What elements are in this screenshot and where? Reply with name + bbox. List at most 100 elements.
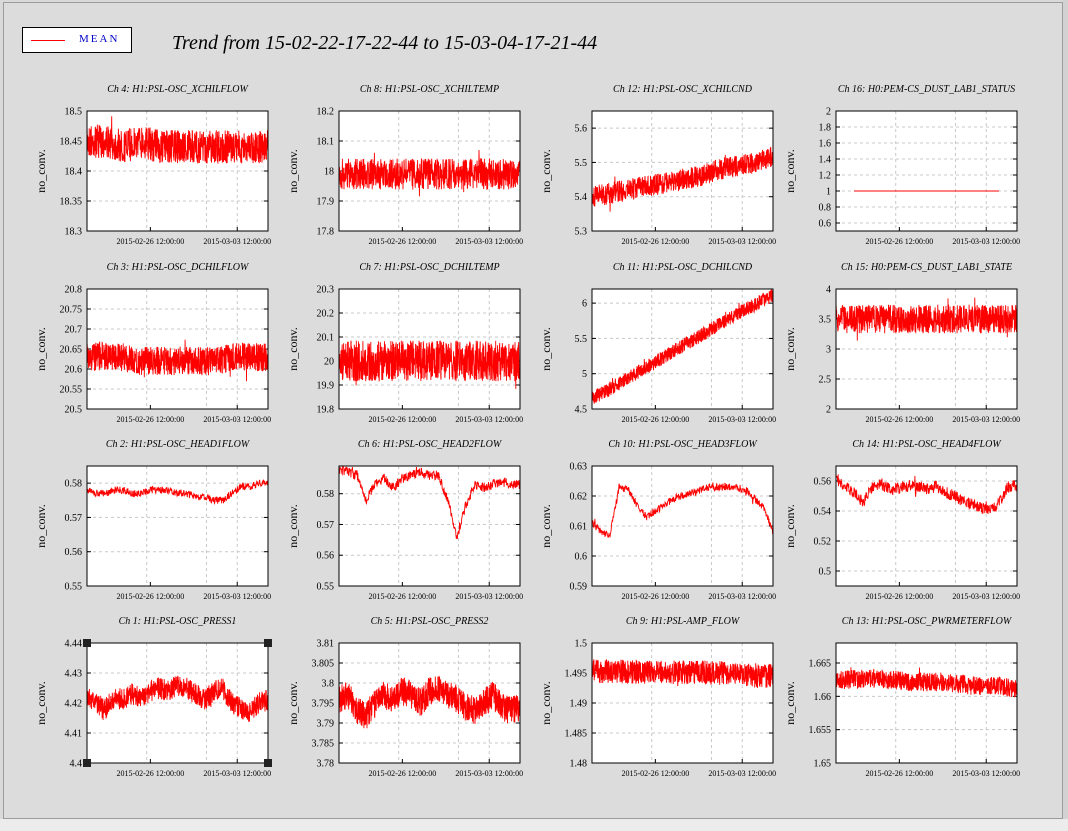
y-axis-label: no_conv.	[539, 149, 553, 193]
series-line	[86, 339, 269, 382]
x-tick-label: 2015-03-03 12:00:00	[708, 415, 776, 424]
y-tick-label: 1.5	[575, 639, 588, 650]
y-tick-label: 0.59	[570, 582, 588, 593]
chart-13: 4.44 4.43 4.42 4.41 4.4 2015-02-26 12:00:00 20…	[34, 616, 271, 778]
chart-7: 6 5.5 5 4.5 2015-02-26 12:00:00 2015-03-03 12…	[539, 262, 776, 424]
y-tick-label: 0.61	[570, 522, 588, 533]
y-axis-label: no_conv.	[34, 327, 48, 371]
window-bottom-edge	[0, 819, 1068, 831]
chart-title: Ch 10: H1:PSL-OSC_HEAD3FLOW	[608, 439, 758, 450]
plot-frame	[338, 642, 521, 764]
y-axis-label: no_conv.	[783, 327, 797, 371]
series-line	[86, 675, 269, 722]
x-tick-label: 2015-02-26 12:00:00	[116, 415, 184, 424]
y-axis-label: no_conv.	[783, 681, 797, 725]
chart-title: Ch 2: H1:PSL-OSC_HEAD1FLOW	[106, 439, 251, 450]
chart-10: 0.58 0.57 0.56 0.55 2015-02-26 12:00:00 2015-…	[286, 439, 523, 601]
y-axis-label: no_conv.	[286, 149, 300, 193]
y-axis-label: no_conv.	[783, 149, 797, 193]
x-tick-label: 2015-03-03 12:00:00	[455, 415, 523, 424]
y-axis-label: no_conv.	[286, 327, 300, 371]
y-axis-label: no_conv.	[539, 504, 553, 548]
chart-4: 2 1.8 1.6 1.4 1.2 1 0.8 0.6 2015-02-26 12:00:00 2…	[783, 84, 1020, 246]
y-tick-label: 4.42	[65, 699, 83, 710]
y-tick-label: 0.52	[814, 537, 832, 548]
series-line	[835, 297, 1018, 341]
series-line	[591, 288, 774, 404]
series-line	[835, 474, 1018, 515]
x-tick-label: 2015-02-26 12:00:00	[621, 237, 689, 246]
y-tick-label: 1.495	[565, 669, 588, 680]
x-tick-label: 2015-03-03 12:00:00	[203, 415, 271, 424]
y-tick-label: 18.5	[65, 107, 83, 118]
y-tick-label: 1.66	[814, 692, 832, 703]
y-tick-label: 5.5	[575, 334, 588, 345]
selection-handle[interactable]	[83, 639, 91, 647]
chart-8: 4 3.5 3 2.5 2 2015-02-26 12:00:00 2015-03-03 1…	[783, 262, 1020, 424]
y-axis-label: no_conv.	[34, 681, 48, 725]
chart-title: Ch 9: H1:PSL-AMP_FLOW	[626, 616, 741, 627]
y-tick-label: 2	[826, 405, 831, 416]
y-tick-label: 20	[324, 357, 334, 368]
y-tick-label: 1.48	[570, 759, 588, 770]
x-tick-label: 2015-03-03 12:00:00	[952, 415, 1020, 424]
plot-frame	[835, 288, 1018, 410]
plot-area	[87, 466, 268, 586]
y-tick-label: 19.9	[317, 381, 335, 392]
plot-frame	[591, 642, 774, 764]
y-tick-label: 6	[582, 299, 587, 310]
x-tick-label: 2015-03-03 12:00:00	[203, 769, 271, 778]
plot-frame	[86, 642, 269, 764]
chart-title: Ch 12: H1:PSL-OSC_XCHILCND	[613, 84, 753, 95]
y-tick-label: 0.57	[317, 520, 335, 531]
y-tick-label: 18	[324, 167, 334, 178]
y-tick-label: 0.56	[317, 551, 335, 562]
series-line	[591, 659, 774, 688]
series-line	[338, 340, 521, 389]
selection-handle[interactable]	[83, 759, 91, 767]
y-tick-label: 0.6	[575, 552, 588, 563]
x-tick-label: 2015-02-26 12:00:00	[865, 769, 933, 778]
y-axis-label: no_conv.	[539, 327, 553, 371]
series-line	[591, 146, 774, 212]
y-axis-label: no_conv.	[783, 504, 797, 548]
y-tick-label: 4.41	[65, 729, 83, 740]
chart-11: 0.63 0.62 0.61 0.6 0.59 2015-02-26 12:00:00 20…	[539, 439, 776, 601]
y-tick-label: 0.54	[814, 507, 832, 518]
y-tick-label: 18.2	[317, 107, 335, 118]
window-right-edge	[1063, 0, 1068, 831]
chart-15: 1.5 1.495 1.49 1.485 1.48 2015-02-26 12:00:00…	[539, 616, 776, 778]
y-tick-label: 20.75	[60, 305, 83, 316]
y-tick-label: 3.795	[312, 699, 335, 710]
y-axis-label: no_conv.	[539, 681, 553, 725]
plot-frame	[86, 465, 269, 587]
y-tick-label: 0.55	[65, 582, 83, 593]
y-axis-label: no_conv.	[286, 504, 300, 548]
y-tick-label: 20.65	[60, 345, 83, 356]
y-tick-label: 4.43	[65, 669, 83, 680]
x-tick-label: 2015-03-03 12:00:00	[708, 592, 776, 601]
chart-title: Ch 6: H1:PSL-OSC_HEAD2FLOW	[358, 439, 503, 450]
series-line	[86, 479, 269, 505]
x-tick-label: 2015-02-26 12:00:00	[368, 769, 436, 778]
y-tick-label: 0.58	[65, 479, 83, 490]
chart-1: 18.5 18.45 18.4 18.35 18.3 2015-02-26 12:00:0…	[34, 84, 271, 246]
chart-title: Ch 13: H1:PSL-OSC_PWRMETERFLOW	[842, 616, 1013, 627]
selection-handle[interactable]	[264, 639, 272, 647]
chart-title: Ch 7: H1:PSL-OSC_DCHILTEMP	[359, 262, 499, 273]
selection-handle[interactable]	[264, 759, 272, 767]
x-tick-label: 2015-02-26 12:00:00	[865, 592, 933, 601]
y-tick-label: 20.55	[60, 385, 83, 396]
legend-box: MEAN	[22, 27, 132, 53]
plot-frame	[835, 642, 1018, 764]
y-tick-label: 20.7	[65, 325, 83, 336]
series-line	[591, 482, 774, 538]
legend-line-swatch	[31, 40, 65, 41]
x-tick-label: 2015-02-26 12:00:00	[116, 237, 184, 246]
plot-frame	[86, 288, 269, 410]
y-tick-label: 19.8	[317, 405, 335, 416]
x-tick-label: 2015-03-03 12:00:00	[455, 237, 523, 246]
y-tick-label: 5	[582, 369, 587, 380]
y-tick-label: 1.8	[819, 123, 832, 134]
page-title: Trend from 15-02-22-17-22-44 to 15-03-04…	[172, 32, 598, 54]
